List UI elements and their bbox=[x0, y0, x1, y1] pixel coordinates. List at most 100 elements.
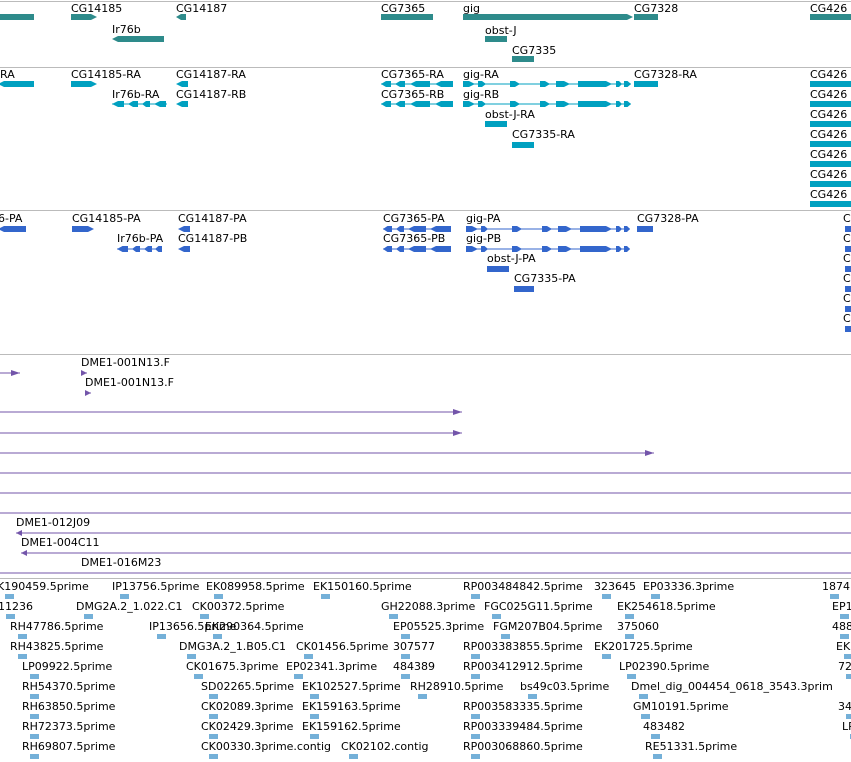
protein-feature[interactable]: gig-PA bbox=[466, 212, 630, 232]
transcript-feature[interactable]: RA bbox=[0, 68, 34, 87]
est-feature[interactable]: RP003383855.5prime bbox=[463, 640, 583, 659]
gene-feature[interactable]: CG426 bbox=[810, 2, 851, 20]
protein-feature[interactable]: 6-PA bbox=[0, 212, 26, 232]
est-feature[interactable]: RE51331.5prime bbox=[645, 740, 737, 759]
est-feature[interactable]: EP03336.3prime bbox=[643, 580, 734, 599]
est-feature[interactable]: EK201725.5prime bbox=[594, 640, 693, 659]
clone-feature[interactable]: DME1-016M23 bbox=[0, 556, 851, 574]
est-feature[interactable]: K190459.5prime bbox=[0, 580, 89, 599]
clone-alignment[interactable] bbox=[0, 450, 654, 456]
est-feature[interactable]: 72 bbox=[838, 660, 851, 679]
est-feature[interactable]: CK02089.3prime bbox=[201, 700, 294, 719]
clone-alignment[interactable] bbox=[0, 370, 20, 376]
est-feature[interactable]: FGM207B04.5prime bbox=[493, 620, 603, 639]
clone-feature[interactable]: DME1-004C11 bbox=[21, 536, 851, 556]
transcript-feature[interactable]: CG426 bbox=[810, 128, 851, 147]
est-feature[interactable]: EK102527.5prime bbox=[302, 680, 401, 699]
est-feature[interactable]: RH47786.5prime bbox=[10, 620, 104, 639]
est-feature[interactable]: RP003412912.5prime bbox=[463, 660, 583, 679]
protein-feature[interactable]: C bbox=[843, 292, 851, 312]
est-feature[interactable]: RH72373.5prime bbox=[22, 720, 116, 739]
gene-feature[interactable]: CG14185 bbox=[71, 2, 122, 20]
est-feature[interactable]: DMG2A.2_1.022.C1 bbox=[76, 600, 182, 619]
transcript-feature[interactable]: CG426 bbox=[810, 68, 851, 87]
est-feature[interactable]: RH63850.5prime bbox=[22, 700, 116, 719]
protein-feature[interactable]: C bbox=[843, 312, 851, 332]
protein-feature[interactable]: C bbox=[843, 272, 851, 292]
protein-feature[interactable]: C bbox=[843, 232, 851, 252]
protein-feature[interactable]: obst-J-PA bbox=[487, 252, 536, 272]
est-feature[interactable]: 488 bbox=[832, 620, 851, 639]
protein-feature[interactable]: CG14187-PA bbox=[178, 212, 247, 232]
est-feature[interactable]: LP bbox=[842, 720, 851, 739]
transcript-feature[interactable]: CG7365-RB bbox=[381, 88, 453, 107]
transcript-feature[interactable]: CG14187-RA bbox=[176, 68, 246, 87]
transcript-feature[interactable]: CG426 bbox=[810, 108, 851, 127]
est-feature[interactable]: EP1 bbox=[832, 600, 851, 619]
protein-feature[interactable]: CG14187-PB bbox=[178, 232, 247, 252]
transcript-feature[interactable]: CG14185-RA bbox=[71, 68, 141, 87]
est-feature[interactable]: EK159163.5prime bbox=[302, 700, 401, 719]
est-feature[interactable]: RP003583335.5prime bbox=[463, 700, 583, 719]
est-feature[interactable]: CK01675.3prime bbox=[186, 660, 279, 679]
est-feature[interactable]: CK02429.3prime bbox=[201, 720, 294, 739]
gene-feature[interactable] bbox=[0, 14, 34, 20]
est-feature[interactable]: EK290364.5prime bbox=[205, 620, 304, 639]
protein-feature[interactable]: C bbox=[843, 212, 851, 232]
est-feature[interactable]: RH43825.5prime bbox=[10, 640, 104, 659]
est-feature[interactable]: 323645 bbox=[594, 580, 636, 599]
est-feature[interactable]: FGC025G11.5prime bbox=[484, 600, 593, 619]
gene-feature[interactable]: CG14187 bbox=[176, 2, 227, 20]
protein-feature[interactable]: CG7365-PB bbox=[383, 232, 451, 252]
est-feature[interactable]: IP13656.5prime bbox=[149, 620, 237, 639]
clone-feature[interactable]: DME1-001N13.F bbox=[85, 376, 174, 396]
transcript-feature[interactable]: CG7365-RA bbox=[381, 68, 453, 87]
transcript-feature[interactable]: CG7335-RA bbox=[512, 128, 575, 148]
est-feature[interactable]: CK01456.5prime bbox=[296, 640, 389, 659]
clone-feature[interactable]: DME1-012J09 bbox=[16, 516, 851, 536]
est-feature[interactable]: RP003068860.5prime bbox=[463, 740, 583, 759]
est-feature[interactable]: CK00372.5prime bbox=[192, 600, 285, 619]
est-feature[interactable]: RH69807.5prime bbox=[22, 740, 116, 759]
est-feature[interactable]: EP05525.3prime bbox=[393, 620, 484, 639]
gene-feature[interactable]: obst-J bbox=[485, 24, 517, 42]
transcript-feature[interactable]: CG7328-RA bbox=[634, 68, 697, 87]
est-feature[interactable]: IP13756.5prime bbox=[112, 580, 200, 599]
est-feature[interactable]: 34 bbox=[838, 700, 851, 719]
transcript-feature[interactable]: Ir76b-RA bbox=[112, 88, 167, 107]
protein-feature[interactable]: CG7365-PA bbox=[383, 212, 451, 232]
est-feature[interactable]: 484389 bbox=[393, 660, 435, 679]
est-feature[interactable]: Dmel_dig_004454_0618_3543.3prim bbox=[631, 680, 833, 699]
gene-feature[interactable]: gig bbox=[463, 2, 633, 20]
gene-feature[interactable]: Ir76b bbox=[112, 23, 164, 42]
gene-feature[interactable]: CG7365 bbox=[381, 2, 433, 20]
protein-feature[interactable]: CG7335-PA bbox=[514, 272, 576, 292]
clone-alignment[interactable] bbox=[0, 409, 462, 415]
est-feature[interactable]: EK150160.5prime bbox=[313, 580, 412, 599]
transcript-feature[interactable]: gig-RA bbox=[463, 68, 631, 87]
gene-feature[interactable]: CG7328 bbox=[634, 2, 678, 20]
est-feature[interactable]: RH28910.5prime bbox=[410, 680, 504, 699]
transcript-feature[interactable]: CG426 bbox=[810, 168, 851, 187]
est-feature[interactable]: GH22088.3prime bbox=[381, 600, 476, 619]
clone-feature[interactable]: DME1-001N13.F bbox=[81, 356, 170, 376]
est-feature[interactable]: RH54370.5prime bbox=[22, 680, 116, 699]
protein-feature[interactable]: CG7328-PA bbox=[637, 212, 699, 232]
est-feature[interactable]: LP09922.5prime bbox=[22, 660, 113, 679]
est-feature[interactable]: RP003339484.5prime bbox=[463, 720, 583, 739]
protein-feature[interactable]: gig-PB bbox=[466, 232, 630, 252]
clone-alignment[interactable] bbox=[0, 430, 462, 436]
protein-feature[interactable]: CG14185-PA bbox=[72, 212, 141, 232]
protein-feature[interactable]: C bbox=[843, 252, 851, 272]
protein-feature[interactable]: Ir76b-PA bbox=[117, 232, 164, 252]
est-feature[interactable]: RP003484842.5prime bbox=[463, 580, 583, 599]
est-feature[interactable]: 483482 bbox=[643, 720, 685, 739]
est-feature[interactable]: 375060 bbox=[617, 620, 659, 639]
est-feature[interactable]: EK159162.5prime bbox=[302, 720, 401, 739]
est-feature[interactable]: bs49c03.5prime bbox=[520, 680, 610, 699]
est-feature[interactable]: EK254618.5prime bbox=[617, 600, 716, 619]
est-feature[interactable]: EP02341.3prime bbox=[286, 660, 377, 679]
est-feature[interactable]: EK bbox=[836, 640, 851, 659]
est-feature[interactable]: LP02390.5prime bbox=[619, 660, 710, 679]
transcript-feature[interactable]: gig-RB bbox=[463, 88, 631, 107]
